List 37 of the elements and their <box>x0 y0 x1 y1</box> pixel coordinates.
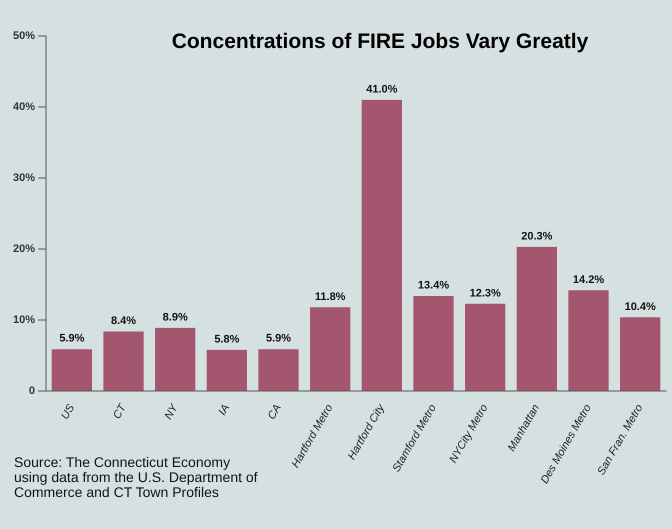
data-label: 13.4% <box>418 279 450 292</box>
y-tick-label: 30% <box>12 172 36 184</box>
x-tick-label: US <box>59 402 78 422</box>
data-label: 14.2% <box>572 274 604 286</box>
bar <box>155 328 196 391</box>
chart-title: Concentrations of FIRE Jobs Vary Greatly <box>170 30 590 54</box>
bar <box>52 349 92 391</box>
bar <box>620 317 660 391</box>
y-tick-label: 40% <box>12 101 36 114</box>
bar <box>310 307 350 391</box>
data-label: 8.4% <box>110 314 136 327</box>
bar <box>362 100 402 391</box>
y-tick-label: 50% <box>12 30 36 42</box>
data-label: 8.9% <box>162 311 188 324</box>
y-tick-label: 20% <box>12 243 36 256</box>
x-tick-label: CT <box>111 401 130 422</box>
data-label: 11.8% <box>314 290 346 303</box>
data-label: 12.3% <box>470 287 501 300</box>
y-tick-label: 10% <box>12 314 36 326</box>
bar <box>413 296 454 391</box>
x-tick-label: NY <box>162 402 181 422</box>
data-label: 10.4% <box>624 300 656 313</box>
y-tick-label: 0 <box>28 385 36 398</box>
x-tick-label: CA <box>266 402 284 422</box>
data-label: 20.3% <box>521 230 553 242</box>
bar <box>568 290 609 391</box>
data-label: 5.9% <box>266 332 292 345</box>
data-label: 5.9% <box>59 332 85 345</box>
source-note: Source: The Connecticut Economy using data from the U.S. Department of Commerce and CT Town Profiles <box>14 454 259 500</box>
bar <box>206 350 247 391</box>
bar <box>103 331 144 391</box>
data-label: 5.8% <box>214 333 240 346</box>
bar <box>465 304 506 391</box>
data-label: 41.0% <box>366 83 398 96</box>
bar <box>258 349 299 391</box>
bar <box>516 246 557 391</box>
x-tick-label: IA <box>216 402 232 418</box>
